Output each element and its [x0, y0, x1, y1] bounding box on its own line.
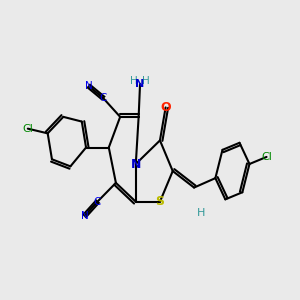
- Text: N: N: [85, 81, 93, 91]
- Text: N: N: [130, 158, 141, 170]
- Text: O: O: [160, 101, 171, 114]
- Text: Cl: Cl: [261, 152, 272, 162]
- Text: H: H: [197, 208, 205, 218]
- Text: N: N: [135, 79, 145, 89]
- Text: Cl: Cl: [22, 124, 33, 134]
- Text: C: C: [94, 197, 101, 207]
- Text: C: C: [99, 93, 107, 103]
- Text: N: N: [81, 211, 88, 221]
- Text: H: H: [130, 76, 138, 86]
- Text: H: H: [142, 76, 150, 86]
- Text: S: S: [155, 195, 164, 208]
